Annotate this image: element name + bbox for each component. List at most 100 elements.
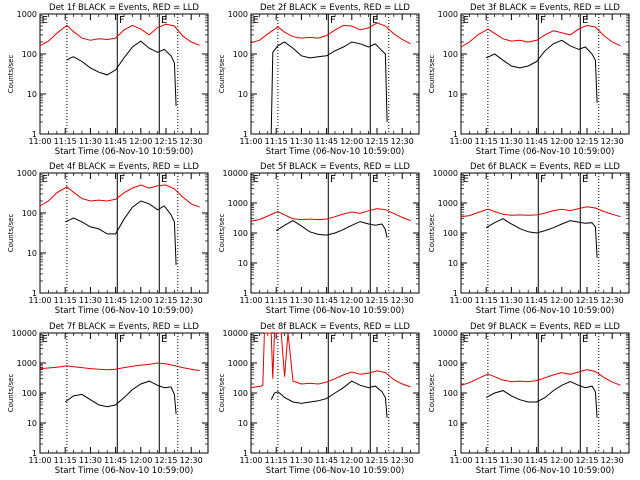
x-tick-label: 12:00 [129,137,152,146]
region-label: E [463,174,469,185]
x-tick-label: 11:45 [315,296,338,305]
region-label: F [119,15,125,26]
x-tick-label: 12:30 [601,296,624,305]
chart-panel-3: Det 3f BLACK = Events, RED = LLD 1 10 100 10… [428,3,630,157]
plot-frame [39,13,209,135]
x-axis-label: Start Time (06-Nov-10 10:59:00) [476,147,615,157]
lld-series-line [39,362,200,372]
x-tick-label: 11:45 [104,137,127,146]
x-tick-label: 11:00 [239,137,262,146]
chart-panel-1: Det 1f BLACK = Events, RED = LLD 1 10 100 10… [7,3,209,157]
y-tick-label: 1 [32,130,37,139]
chart-title: Det 7f BLACK = Events, RED = LLD [49,322,199,332]
x-tick-label: 12:00 [550,296,573,305]
lld-series-line [250,22,411,45]
x-tick-label: 11:30 [79,137,102,146]
y-axis-label: Counts/sec [428,214,436,253]
x-tick-label: 12:00 [550,456,573,465]
y-tick-label: 10 [448,259,458,268]
region-label: E [161,174,167,185]
x-tick-label: 12:30 [180,137,203,146]
region-label: F [119,334,125,345]
x-tick-label: 11:15 [475,137,498,146]
x-tick-label: 11:30 [500,456,523,465]
x-tick-label: 12:30 [180,456,203,465]
events-series-line [64,200,177,266]
y-tick-label: 1 [32,449,37,458]
x-tick-label: 11:00 [239,456,262,465]
plot-frame [39,332,209,454]
chart-title: Det 6f BLACK = Events, RED = LLD [470,162,620,172]
x-tick-label: 11:30 [79,456,102,465]
y-axis-label: Counts/sec [218,214,226,253]
y-axis-label: Counts/sec [7,214,15,253]
y-tick-label: 100 [443,50,458,59]
y-tick-label: 10 [238,90,248,99]
x-tick-label: 12:15 [365,137,388,146]
x-tick-label: 12:00 [129,296,152,305]
y-tick-label: 1000 [228,359,248,368]
x-tick-label: 12:30 [391,296,414,305]
x-tick-label: 12:15 [154,296,177,305]
y-tick-label: 1 [32,289,37,298]
x-tick-label: 12:15 [575,296,598,305]
lld-series-line [460,24,621,48]
region-label: E [582,174,588,185]
y-axis-label: Counts/sec [428,55,436,94]
y-tick-label: 1000 [228,10,248,19]
x-tick-label: 12:30 [391,137,414,146]
x-tick-label: 12:00 [550,137,573,146]
chart-title: Det 3f BLACK = Events, RED = LLD [470,3,620,13]
plot-frame [460,172,630,294]
x-tick-label: 11:15 [265,296,288,305]
region-label: E [42,174,48,185]
x-tick-label: 11:30 [500,296,523,305]
x-tick-label: 12:15 [575,137,598,146]
x-tick-label: 11:30 [290,137,313,146]
y-tick-label: 1000 [17,359,37,368]
x-tick-label: 11:15 [475,296,498,305]
x-tick-label: 11:45 [104,296,127,305]
region-label: E [253,174,259,185]
x-tick-label: 12:15 [575,456,598,465]
region-label: E [582,15,588,26]
chart-title: Det 1f BLACK = Events, RED = LLD [49,3,199,13]
chart-panel-4: Det 4f BLACK = Events, RED = LLD 1 10 100 10… [7,162,209,316]
x-tick-label: 11:45 [525,456,548,465]
region-label: F [330,334,336,345]
x-axis-label: Start Time (06-Nov-10 10:59:00) [55,306,194,316]
y-tick-label: 100 [233,50,248,59]
plot-frame [39,172,209,294]
y-tick-label: 1000 [17,10,37,19]
chart-panel-7: Det 7f BLACK = Events, RED = LLD 1 10 100 10… [7,322,209,476]
x-tick-label: 11:45 [315,456,338,465]
y-tick-label: 1000 [438,199,458,208]
x-tick-label: 12:00 [340,137,363,146]
y-tick-label: 1 [243,449,248,458]
region-label: F [119,174,125,185]
y-tick-label: 100 [443,229,458,238]
x-tick-label: 11:00 [449,296,472,305]
y-tick-label: 1 [453,449,458,458]
events-series-line [485,218,598,258]
y-tick-label: 10 [27,90,37,99]
y-tick-label: 100 [22,389,37,398]
x-tick-label: 11:00 [28,296,51,305]
x-axis-label: Start Time (06-Nov-10 10:59:00) [55,466,194,476]
y-axis-label: Counts/sec [218,374,226,413]
chart-panel-6: Det 6f BLACK = Events, RED = LLD 1 10 100 10… [428,162,630,316]
x-tick-label: 12:00 [129,456,152,465]
x-tick-label: 11:00 [28,137,51,146]
events-series-line [66,40,177,107]
region-label: E [42,15,48,26]
y-tick-label: 1000 [228,199,248,208]
chart-panel-5: Det 5f BLACK = Events, RED = LLD 1 10 100 10… [218,162,420,316]
x-axis-label: Start Time (06-Nov-10 10:59:00) [266,147,405,157]
x-tick-label: 11:45 [525,137,548,146]
region-label: E [372,15,378,26]
lld-series-line [39,184,200,208]
x-tick-label: 12:30 [180,296,203,305]
x-tick-label: 11:30 [290,296,313,305]
chart-title: Det 2f BLACK = Events, RED = LLD [260,3,410,13]
